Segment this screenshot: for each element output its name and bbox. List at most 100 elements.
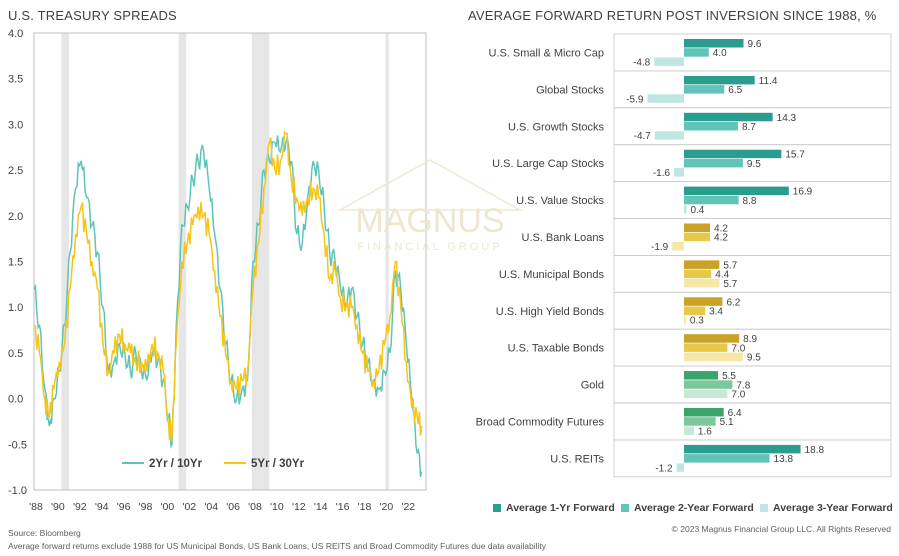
data-label: -1.6 [653, 168, 671, 179]
data-label: 7.8 [736, 380, 750, 391]
category-label: U.S. Growth Stocks [508, 121, 604, 133]
x-tick-label: '94 [95, 501, 109, 513]
legend-item-3yr: Average 3-Year Forward [760, 502, 893, 514]
y-tick-label: 2.0 [8, 211, 23, 223]
bar-3yr [672, 241, 684, 251]
bar-1yr [684, 186, 789, 196]
forward-returns-chart: U.S. Small & Micro Cap 9.6 4.0 -4.8 Global S… [476, 33, 892, 478]
bar-2yr [684, 343, 728, 352]
bar-3yr [684, 389, 728, 398]
data-label: -4.7 [634, 131, 652, 142]
bar-3yr [684, 205, 687, 214]
bar-2yr [684, 122, 738, 131]
bar-3yr [674, 168, 684, 177]
category-label: U.S. Value Stocks [516, 195, 604, 207]
data-label: 4.2 [714, 233, 728, 244]
category-label: U.S. Taxable Bonds [508, 343, 605, 355]
y-tick-label: 2.5 [8, 165, 23, 177]
data-label: 5.5 [722, 371, 736, 382]
y-tick-label: -0.5 [8, 439, 27, 451]
y-tick-label: 1.5 [8, 257, 23, 269]
data-label: 0.3 [690, 316, 704, 327]
data-label: 6.5 [728, 85, 742, 96]
category-label: U.S. High Yield Bonds [496, 306, 605, 318]
x-tick-label: '18 [358, 501, 372, 513]
data-label: -5.9 [626, 94, 644, 105]
bar-2yr [684, 195, 739, 205]
bar-2yr [684, 380, 733, 389]
data-label: 1.6 [698, 426, 712, 437]
bar-1yr [684, 112, 773, 122]
category-label: Gold [581, 380, 604, 392]
data-label: 14.3 [777, 113, 797, 124]
recession-band [61, 33, 70, 490]
data-label: 6.2 [726, 297, 740, 308]
data-label: 8.7 [742, 122, 756, 133]
treasury-spreads-chart: 4.0 3.5 3.0 2.5 2.0 1.5 1.0 0.5 0.0 -0.5 -1.0 '88 '… [8, 28, 427, 513]
watermark-name: MAGNUS [355, 202, 504, 240]
legend-swatch-2yr [621, 504, 629, 512]
series-line-5yr-30yr [33, 130, 423, 442]
x-tick-label: '10 [270, 501, 284, 513]
bar-1yr [684, 371, 719, 380]
data-label: 4.0 [713, 48, 727, 59]
watermark-sub: FINANCIAL GROUP [357, 241, 502, 253]
y-tick-label: 0.5 [8, 348, 23, 360]
category-label: Broad Commodity Futures [476, 416, 605, 428]
data-label: 3.4 [709, 307, 723, 318]
recession-band [251, 33, 270, 490]
bar-2yr [684, 85, 725, 94]
source-note: Source: Bloomberg [8, 528, 81, 538]
bar-1yr [684, 408, 724, 417]
bar-1yr [684, 75, 755, 85]
bar-2yr [684, 269, 712, 279]
legend-label-2yr: Average 2-Year Forward [634, 502, 754, 514]
y-tick-label: 1.0 [8, 302, 23, 314]
x-tick-label: '22 [401, 501, 415, 513]
legend-swatch-1yr [493, 504, 501, 512]
bar-1yr [684, 149, 782, 159]
data-label: -1.9 [651, 242, 669, 253]
x-tick-label: '90 [51, 501, 65, 513]
category-cell [613, 439, 892, 478]
data-label: 9.6 [748, 39, 762, 50]
bar-2yr [684, 232, 711, 242]
bar-2yr [684, 417, 716, 426]
data-label: 4.4 [715, 270, 729, 281]
plot-frame [33, 32, 427, 491]
data-label: 11.4 [759, 76, 778, 87]
legend-label-5yr-30yr: 5Yr / 30Yr [251, 458, 305, 470]
x-tick-label: '06 [226, 501, 240, 513]
data-label: 5.7 [723, 279, 737, 290]
data-label: 16.9 [793, 187, 813, 198]
bar-1yr [684, 444, 801, 454]
legend-label-3yr: Average 3-Year Forward [773, 502, 893, 514]
x-tick-label: '92 [73, 501, 87, 513]
legend-item-1yr: Average 1-Yr Forward [493, 502, 615, 514]
footnote: Average forward returns exclude 1988 for… [8, 541, 546, 551]
x-tick-label: '16 [336, 501, 350, 513]
bar-2yr [684, 454, 770, 463]
data-label: -1.2 [655, 463, 673, 474]
data-label: 5.1 [720, 417, 734, 428]
data-label: 0.4 [690, 205, 704, 216]
bar-2yr [684, 158, 743, 168]
data-label: 7.0 [731, 390, 745, 401]
bar-3yr [654, 131, 684, 140]
x-tick-label: '12 [292, 501, 306, 513]
x-tick-label: '08 [248, 501, 262, 513]
x-tick-label: '00 [161, 501, 175, 513]
copyright: © 2023 Magnus Financial Group LLC. All R… [671, 524, 891, 534]
bar-3yr [647, 94, 684, 103]
category-cell [613, 254, 892, 293]
data-label: 13.8 [774, 454, 794, 465]
data-label: 9.5 [747, 353, 761, 364]
data-label: 8.9 [743, 334, 757, 345]
category-label: Global Stocks [536, 84, 604, 96]
bar-1yr [684, 39, 744, 48]
bar-1yr [684, 297, 723, 306]
x-tick-label: '96 [117, 501, 131, 513]
legend-label-2yr-10yr: 2Yr / 10Yr [149, 458, 203, 470]
watermark-logo: MAGNUS FINANCIAL GROUP [337, 159, 523, 253]
y-tick-label: 3.0 [8, 119, 23, 131]
